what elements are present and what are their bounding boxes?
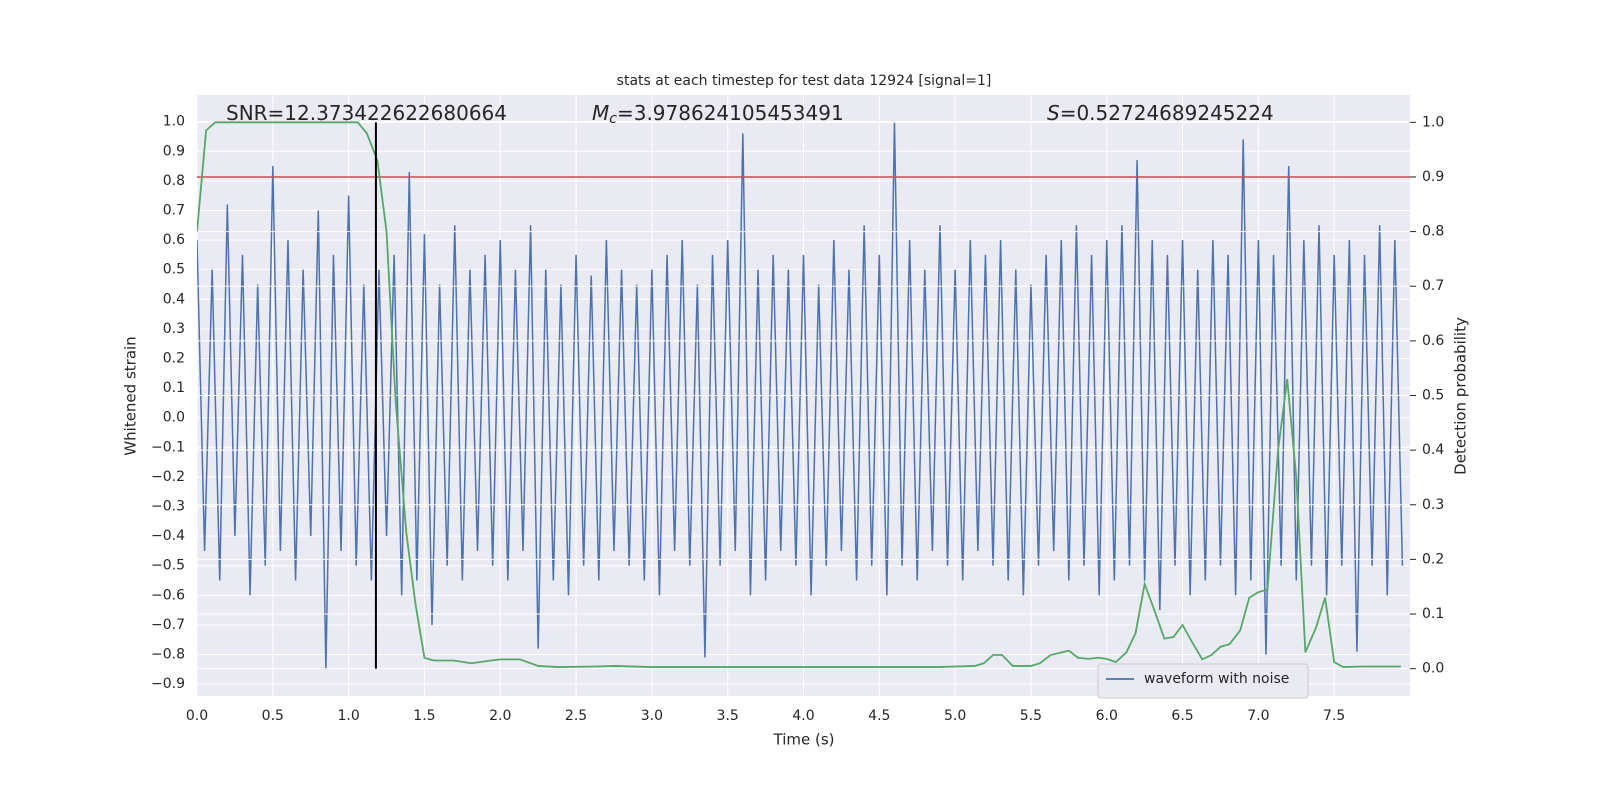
annotation-symbol: M <box>592 101 609 125</box>
y-tick-label: 0.2 <box>163 350 185 366</box>
y-tick-label: −0.7 <box>151 617 185 633</box>
x-tick-label: 0.5 <box>262 708 284 724</box>
legend-box <box>1097 663 1309 699</box>
y2-tick-label: 0.7 <box>1422 278 1444 294</box>
y2-tick-label: 0.8 <box>1422 224 1444 240</box>
y-tick-label: 0.0 <box>163 410 185 426</box>
x-tick-label: 6.0 <box>1096 708 1118 724</box>
x-axis-label: Time (s) <box>773 731 835 749</box>
annotation: Mc=3.978624105453491 <box>592 101 844 128</box>
y-tick-label: −0.2 <box>151 469 185 485</box>
x-tick-label: 1.0 <box>337 708 359 724</box>
x-tick-label: 7.5 <box>1323 708 1345 724</box>
y-tick-label: 0.5 <box>163 262 185 278</box>
annotation-text: =3.978624105453491 <box>617 101 844 125</box>
x-tick-label: 4.5 <box>868 708 890 724</box>
x-tick-label: 1.5 <box>413 708 435 724</box>
y-tick-label: 0.7 <box>163 202 185 218</box>
y-tick-label: 1.0 <box>163 114 185 130</box>
y2-tick-label: 0.4 <box>1422 442 1444 458</box>
x-tick-label: 7.0 <box>1247 708 1269 724</box>
x-tick-label: 0.0 <box>186 708 208 724</box>
y-tick-label: −0.3 <box>151 499 185 515</box>
y-tick-label: 0.3 <box>163 321 185 337</box>
x-tick-label: 2.5 <box>565 708 587 724</box>
y-tick-label: −0.8 <box>151 647 185 663</box>
y2-tick-label: 0.2 <box>1422 551 1444 567</box>
x-tick-label: 2.0 <box>489 708 511 724</box>
y-tick-label: −0.1 <box>151 439 185 455</box>
probability-line <box>197 121 1401 668</box>
x-tick-label: 5.5 <box>1020 708 1042 724</box>
y2-tick-label: 0.9 <box>1422 169 1444 185</box>
y2-tick-label: 0.1 <box>1422 606 1444 622</box>
y-tick-label: 0.9 <box>163 143 185 159</box>
y-tick-label: 0.4 <box>163 291 185 307</box>
y-tick-label: −0.4 <box>151 528 185 544</box>
y-tick-label: 0.8 <box>163 173 185 189</box>
y-tick-label: 0.6 <box>163 232 185 248</box>
y-tick-label: −0.6 <box>151 587 185 603</box>
legend-label: waveform with noise <box>1144 671 1289 687</box>
x-tick-label: 3.5 <box>717 708 739 724</box>
y-tick-label: −0.5 <box>151 558 185 574</box>
annotation-text: SNR=12.373422622680664 <box>226 101 507 125</box>
annotation: SNR=12.373422622680664 <box>226 101 507 125</box>
y-tick-label: −0.9 <box>151 676 185 692</box>
chart-title: stats at each timestep for test data 129… <box>617 73 992 89</box>
x-tick-label: 4.0 <box>792 708 814 724</box>
x-tick-label: 6.5 <box>1171 708 1193 724</box>
y-tick-label: 0.1 <box>163 380 185 396</box>
x-tick-label: 3.0 <box>641 708 663 724</box>
y2-tick-label: 1.0 <box>1422 114 1444 130</box>
y2-axis-label: Detection probability <box>1452 317 1470 475</box>
y2-tick-label: 0.6 <box>1422 333 1444 349</box>
annotation-symbol: S <box>1047 101 1060 125</box>
annotation-subscript: c <box>609 111 617 127</box>
y-axis-label: Whitened strain <box>122 336 140 455</box>
y2-tick-label: 0.3 <box>1422 497 1444 513</box>
annotation: S=0.52724689245224 <box>1047 101 1274 125</box>
x-tick-label: 5.0 <box>944 708 966 724</box>
y2-tick-label: 0.5 <box>1422 388 1444 404</box>
annotation-text: =0.52724689245224 <box>1060 101 1274 125</box>
y2-tick-label: 0.0 <box>1422 661 1444 677</box>
